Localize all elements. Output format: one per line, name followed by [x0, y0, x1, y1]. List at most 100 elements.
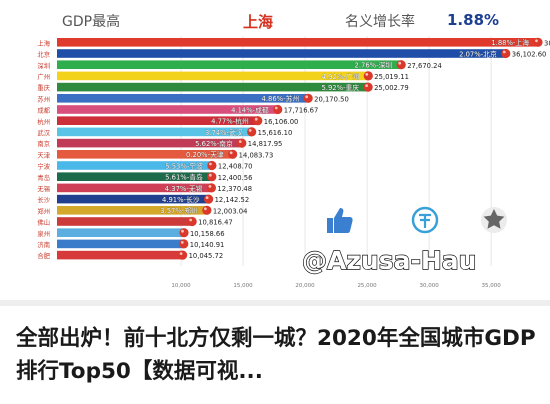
bar: [57, 239, 183, 249]
badge-highlight: [254, 117, 258, 121]
city-label: 广州: [37, 72, 50, 81]
city-label: 郑州: [37, 207, 50, 215]
city-badge: [501, 48, 511, 59]
value-label: 10,158.66: [190, 230, 225, 238]
badge-highlight: [502, 50, 506, 54]
bar: [57, 183, 211, 193]
city-badge: [187, 216, 197, 227]
value-label: 16,106.00: [264, 118, 299, 126]
value-label: 15,616.10: [258, 129, 293, 137]
action-icons: [300, 203, 520, 243]
video-title[interactable]: 全部出炉！前十北方仅剩一城？2020年全国城市GDP排行Top50【数据可视..…: [16, 326, 536, 384]
value-label: 12,142.52: [215, 196, 250, 204]
city-badge: [207, 160, 217, 171]
star-icon[interactable]: [477, 203, 511, 237]
bar: [57, 116, 257, 125]
bar: [57, 60, 401, 69]
thumbs-up-icon[interactable]: [322, 203, 356, 237]
growth-label: 4.14%-成都: [231, 105, 269, 114]
value-label: 36,102.60: [512, 51, 547, 59]
growth-label: 4.86%-苏州: [262, 94, 300, 103]
city-badge: [204, 194, 214, 204]
badge-highlight: [365, 73, 369, 76]
bar: [57, 194, 208, 204]
growth-label: 5.92%-重庆: [321, 83, 359, 92]
bar: [57, 161, 211, 170]
bar: [57, 250, 182, 260]
city-badge: [237, 138, 247, 148]
city-label: 苏州: [37, 94, 50, 103]
city-badge: [179, 228, 189, 238]
gdp-bar-chart: 10,000 15,000 20,000 25,000 30,000 35,000 上海 1.…: [0, 34, 550, 292]
city-badge: [207, 172, 217, 182]
value-label: 10,816.47: [198, 219, 233, 227]
uploader-watermark: @Azusa-Hau: [301, 245, 477, 275]
city-badge: [253, 116, 263, 126]
city-badge: [363, 71, 373, 81]
badge-highlight: [208, 173, 212, 177]
city-badge: [247, 127, 257, 137]
city-label: 杭州: [37, 117, 50, 126]
city-badge: [303, 93, 313, 103]
value-label: 12,408.70: [218, 163, 253, 171]
value-label: 12,400.56: [218, 174, 253, 182]
growth-label: 3.57%-郑州: [160, 207, 198, 215]
bar: [57, 38, 537, 47]
x-tick-label: 20,000: [295, 283, 315, 289]
badge-highlight: [238, 140, 242, 143]
city-label: 天津: [37, 151, 50, 159]
badge-highlight: [181, 229, 184, 233]
bar: [57, 49, 505, 58]
city-label: 重庆: [37, 83, 50, 92]
value-label: 25,002.79: [374, 84, 409, 92]
badge-highlight: [180, 241, 184, 244]
badge-highlight: [274, 106, 278, 110]
bar: [57, 228, 183, 237]
badge-highlight: [209, 162, 212, 166]
value-label: 38,700.58: [544, 39, 550, 47]
value-label: 27,670.24: [407, 62, 442, 70]
bar: [57, 217, 192, 226]
gdp-top-label: GDP最高: [62, 14, 121, 30]
growth-label: 3.74%-武汉: [205, 128, 243, 137]
city-label: 北京: [37, 50, 50, 59]
bar: [57, 105, 277, 114]
x-tick-label: 35,000: [481, 283, 501, 289]
coin-icon[interactable]: [408, 203, 442, 237]
bar: [57, 206, 206, 215]
bar-chart-svg: 10,000 15,000 20,000 25,000 30,000 35,000 上海 1.…: [37, 36, 550, 289]
city-badge: [228, 149, 238, 159]
x-tick-label: 10,000: [171, 283, 191, 289]
city-badge: [177, 250, 188, 260]
bar: [57, 150, 232, 159]
bar: [57, 71, 368, 81]
city-label: 合肥: [37, 251, 50, 260]
badge-highlight: [229, 151, 233, 155]
growth-label: 4.77%-杭州: [211, 117, 249, 126]
growth-label: 2.07%-北京: [459, 49, 497, 58]
section-divider: [0, 300, 550, 306]
badge-highlight: [203, 207, 207, 211]
growth-label: 0.20%-天津: [186, 151, 224, 159]
city-label: 长沙: [37, 195, 50, 204]
growth-label: 5.61%-青岛: [165, 173, 203, 182]
badge-highlight: [179, 252, 183, 256]
badge-highlight: [189, 218, 193, 222]
growth-label: 1.88%-上海: [491, 38, 529, 47]
bar: [57, 127, 251, 137]
city-label: 成都: [37, 106, 50, 115]
badge-highlight: [305, 95, 309, 99]
city-label: 南京: [37, 139, 50, 148]
chart-header: GDP最高 上海 名义增长率 1.88%: [0, 0, 550, 36]
city-badge: [179, 239, 189, 249]
city-badge: [396, 60, 406, 70]
badge-highlight: [535, 39, 538, 43]
value-label: 25,019.11: [374, 73, 409, 81]
city-badge: [273, 104, 283, 115]
growth-label: 4.37%-无锡: [165, 184, 203, 193]
badge-highlight: [248, 129, 252, 132]
city-label: 宁波: [37, 162, 50, 171]
value-label: 10,140.91: [190, 241, 225, 249]
bar: [57, 82, 368, 92]
city-badge: [202, 205, 212, 215]
